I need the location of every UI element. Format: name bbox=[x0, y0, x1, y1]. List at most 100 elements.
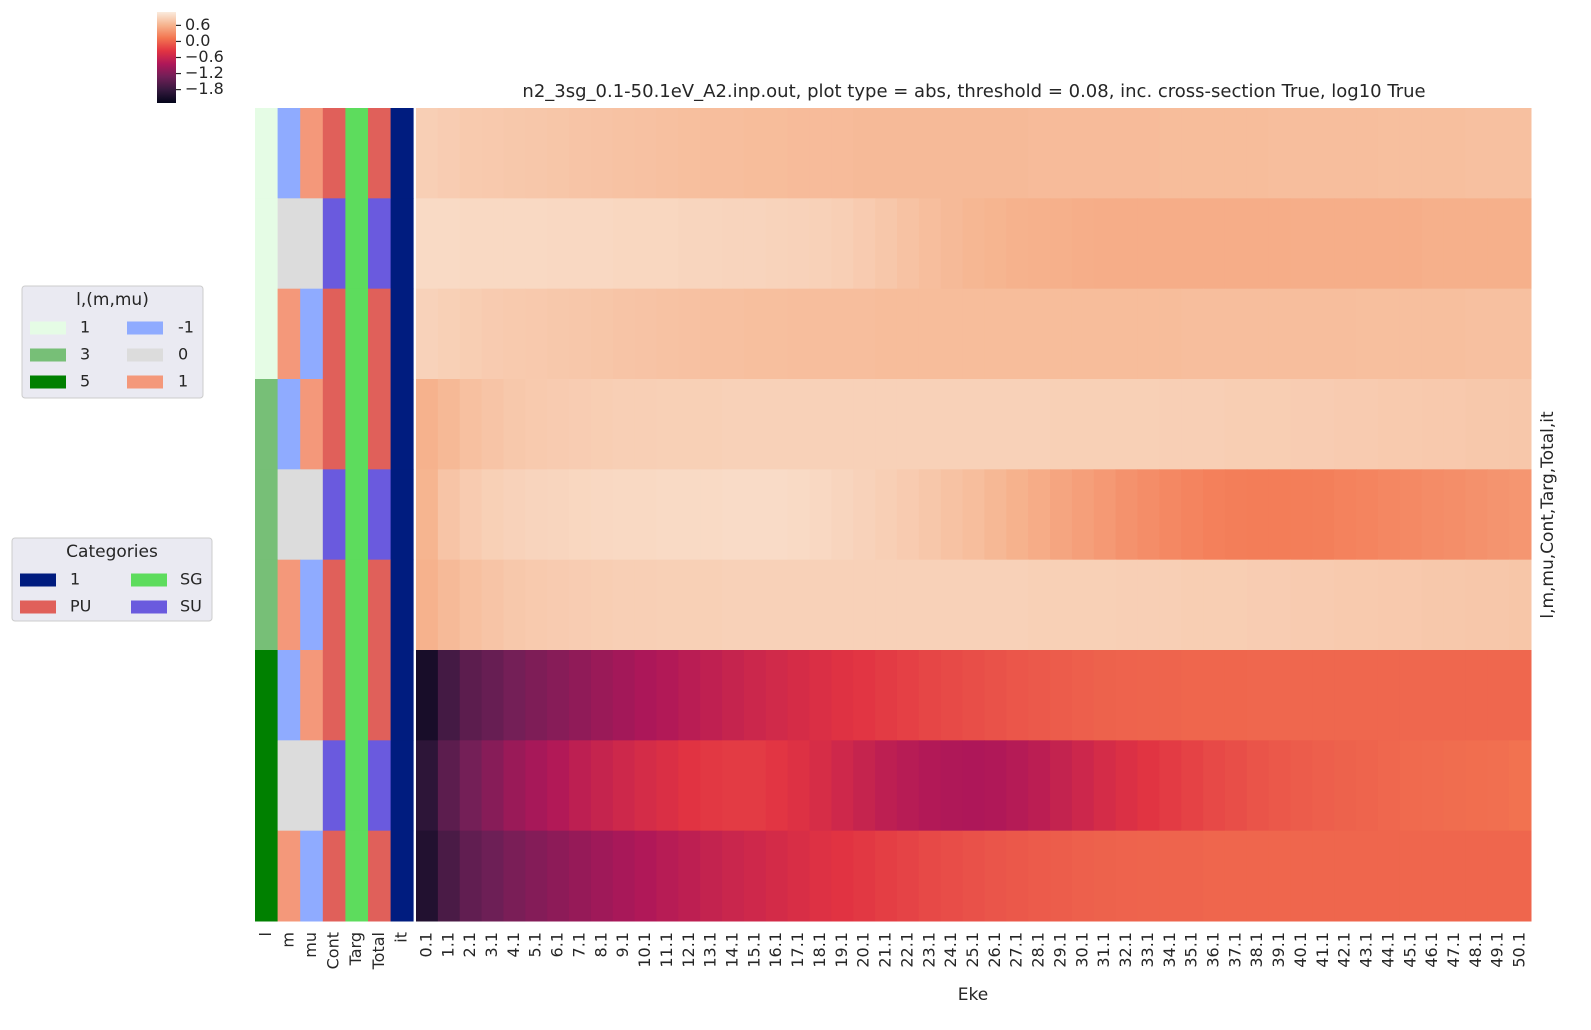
heatmap-cell bbox=[1356, 559, 1379, 651]
heatmap-cell bbox=[656, 559, 679, 651]
heatmap-cell bbox=[1465, 379, 1488, 470]
heatmap-cell bbox=[1159, 650, 1182, 741]
heatmap-cell bbox=[1356, 108, 1379, 199]
heatmap-cell bbox=[1224, 830, 1248, 922]
colorbar bbox=[157, 12, 176, 103]
heatmap-cell bbox=[459, 559, 483, 651]
x-tick-label: 8.1 bbox=[591, 932, 610, 957]
heatmap-cell bbox=[1356, 469, 1379, 561]
heatmap-cell bbox=[1377, 198, 1401, 290]
heatmap-cell bbox=[1421, 198, 1445, 290]
legend-label: 1 bbox=[80, 318, 90, 337]
row-color-cell bbox=[368, 830, 391, 922]
row-color-cell bbox=[322, 108, 346, 199]
heatmap-cell bbox=[1050, 650, 1073, 741]
heatmap-cell bbox=[722, 379, 745, 470]
legend-label: 0 bbox=[178, 345, 188, 364]
heatmap-cell bbox=[1159, 830, 1182, 922]
heatmap-cell bbox=[1487, 108, 1510, 199]
heatmap-cell bbox=[853, 108, 876, 199]
heatmap-cell bbox=[459, 379, 483, 470]
heatmap-cell bbox=[656, 469, 679, 561]
legend-swatch bbox=[127, 348, 163, 362]
heatmap-cell bbox=[1203, 559, 1226, 651]
heatmap-cell bbox=[1093, 288, 1117, 380]
legend-label: 3 bbox=[80, 345, 90, 364]
colorbar-tick-label: −1.2 bbox=[185, 63, 224, 82]
heatmap-cell bbox=[1487, 198, 1510, 290]
heatmap-cell bbox=[1356, 740, 1379, 832]
heatmap-cell bbox=[1181, 830, 1204, 922]
heatmap-cell bbox=[1093, 108, 1117, 199]
heatmap-cell bbox=[416, 650, 439, 741]
heatmap-cell bbox=[743, 469, 767, 561]
heatmap-cell bbox=[1246, 379, 1270, 470]
x-tick-label: 46.1 bbox=[1422, 932, 1441, 968]
heatmap-cell bbox=[896, 650, 920, 741]
heatmap-cell bbox=[831, 559, 854, 651]
heatmap-cell bbox=[612, 469, 636, 561]
heatmap-cell bbox=[1312, 830, 1335, 922]
heatmap-cell bbox=[1399, 830, 1423, 922]
heatmap-cell bbox=[547, 108, 570, 199]
heatmap-cell bbox=[437, 288, 461, 380]
row-color-cell bbox=[277, 198, 301, 290]
heatmap-cell bbox=[962, 830, 985, 922]
heatmap-cell bbox=[1006, 740, 1029, 832]
heatmap-cell bbox=[1334, 740, 1357, 832]
legend-title: Categories bbox=[66, 542, 158, 562]
heatmap-cell bbox=[831, 740, 854, 832]
heatmap-cell bbox=[459, 650, 483, 741]
row-color-cell bbox=[255, 650, 278, 741]
heatmap-cell bbox=[503, 650, 526, 741]
heatmap-cell bbox=[962, 198, 985, 290]
heatmap-cell bbox=[940, 108, 964, 199]
heatmap-cell bbox=[787, 559, 811, 651]
heatmap-cell bbox=[634, 288, 657, 380]
heatmap-cell bbox=[1377, 288, 1401, 380]
heatmap-cell bbox=[1290, 288, 1313, 380]
x-tick-label: 2.1 bbox=[460, 932, 479, 957]
heatmap-cell bbox=[1137, 469, 1160, 561]
heatmap-cell bbox=[1443, 288, 1466, 380]
colorbar-tick-label: 0.6 bbox=[185, 15, 210, 34]
heatmap-cell bbox=[1268, 650, 1292, 741]
heatmap-cell bbox=[416, 198, 439, 290]
heatmap-cell bbox=[569, 740, 592, 832]
heatmap-cell bbox=[1377, 108, 1401, 199]
heatmap-cell bbox=[503, 379, 526, 470]
heatmap-cell bbox=[1268, 108, 1292, 199]
heatmap-cell bbox=[700, 288, 723, 380]
heatmap-cell bbox=[962, 288, 985, 380]
heatmap-cell bbox=[1509, 288, 1532, 380]
heatmap-cell bbox=[503, 288, 526, 380]
x-tick-label: 19.1 bbox=[832, 932, 851, 968]
x-tick-label: 42.1 bbox=[1335, 932, 1354, 968]
heatmap-cell bbox=[1246, 469, 1270, 561]
x-tick-label: 21.1 bbox=[876, 932, 895, 968]
heatmap-cell bbox=[743, 379, 767, 470]
heatmap-cell bbox=[896, 379, 920, 470]
heatmap-cell bbox=[1246, 740, 1270, 832]
heatmap-cell bbox=[809, 650, 832, 741]
heatmap-cell bbox=[896, 198, 920, 290]
heatmap-cell bbox=[700, 108, 723, 199]
heatmap-cell bbox=[1181, 288, 1204, 380]
row-color-cell bbox=[345, 379, 369, 470]
heatmap-cell bbox=[416, 379, 439, 470]
heatmap-cell bbox=[765, 108, 789, 199]
x-tick-label: 27.1 bbox=[1007, 932, 1026, 968]
heatmap-cell bbox=[1071, 559, 1095, 651]
heatmap-cell bbox=[787, 288, 811, 380]
heatmap-cell bbox=[787, 830, 811, 922]
heatmap-cell bbox=[918, 469, 942, 561]
heatmap-cell bbox=[1443, 830, 1466, 922]
heatmap-cell bbox=[1224, 559, 1248, 651]
heatmap-cell bbox=[1509, 469, 1532, 561]
heatmap-cell bbox=[1181, 379, 1204, 470]
heatmap-cell bbox=[722, 650, 745, 741]
heatmap-cell bbox=[700, 379, 723, 470]
heatmap-cell bbox=[875, 830, 898, 922]
heatmap-cell bbox=[918, 559, 942, 651]
row-color-cell bbox=[322, 740, 346, 832]
